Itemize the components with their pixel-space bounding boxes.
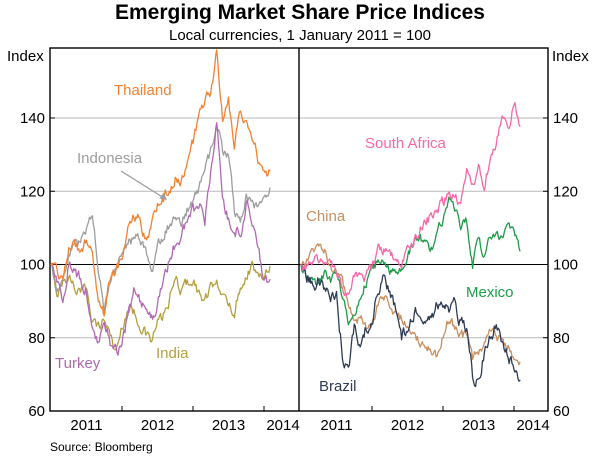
y-tick-label-right-100: 100 [553, 257, 578, 274]
series-line-india [50, 260, 271, 351]
y-tick-label-right-140: 140 [553, 110, 578, 127]
y-axis-unit-right: Index [552, 48, 589, 65]
y-tick-label-left-100: 100 [20, 257, 45, 274]
x-tick-label-right-2012: 2012 [391, 417, 424, 434]
series-line-indonesia [50, 124, 271, 314]
x-tick-label-right-2014: 2014 [516, 417, 549, 434]
y-tick-label-right-80: 80 [553, 330, 570, 347]
x-tick-label-right-2011: 2011 [320, 417, 352, 434]
y-tick-label-right-120: 120 [553, 183, 578, 200]
x-tick-label-left-2014: 2014 [266, 417, 299, 434]
y-tick-label-left-120: 120 [20, 183, 45, 200]
series-line-south_africa [300, 102, 521, 297]
series-line-mexico [300, 196, 521, 326]
series-line-brazil [300, 263, 521, 388]
indonesia-arrow [120, 170, 165, 199]
x-tick-label-left-2012: 2012 [141, 417, 174, 434]
series-line-turkey [50, 122, 271, 356]
x-tick-label-right-2013: 2013 [462, 417, 495, 434]
y-tick-label-right-60: 60 [553, 403, 570, 420]
y-axis-unit-left: Index [7, 48, 44, 65]
y-tick-label-left-60: 60 [28, 403, 45, 420]
source-note: Source: Bloomberg [50, 440, 153, 454]
chart-subtitle: Local currencies, 1 January 2011 = 100 [169, 27, 431, 44]
y-tick-label-left-80: 80 [28, 330, 45, 347]
chart-title: Emerging Market Share Price Indices [115, 1, 485, 24]
x-tick-label-left-2011: 2011 [70, 417, 102, 434]
indonesia-arrowhead [159, 192, 167, 200]
x-tick-label-left-2013: 2013 [212, 417, 245, 434]
series-line-thailand [50, 49, 271, 317]
y-tick-label-left-140: 140 [20, 110, 45, 127]
